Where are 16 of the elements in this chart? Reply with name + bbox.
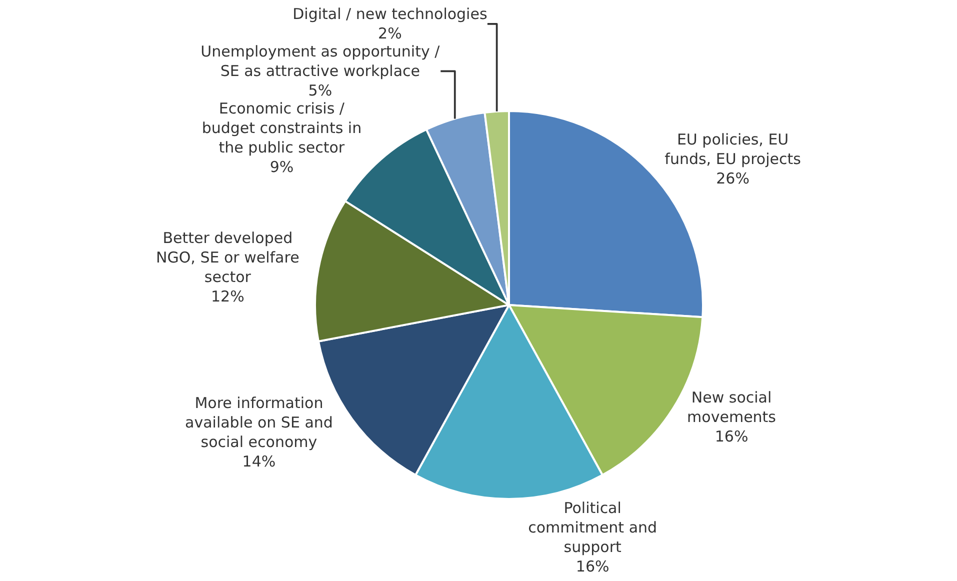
slice-label: New social movements (687, 388, 776, 426)
data-label: 12% (211, 288, 244, 306)
slice-label: More information available on SE and social economy (185, 394, 333, 451)
data-label: 16% (576, 558, 610, 576)
slice-label: Better developed NGO, SE or welfare sector (156, 229, 300, 286)
data-label: 9% (270, 158, 294, 176)
data-label: 2% (378, 24, 402, 43)
slice-label: Unemployment as opportunity / SE as attractive workplace (200, 42, 441, 80)
data-label: 14% (242, 452, 276, 470)
data-label: 26% (716, 169, 750, 188)
data-label: 5% (308, 82, 332, 100)
data-label: 16% (714, 428, 748, 446)
slice-label: Political commitment and support (528, 499, 658, 556)
slice-label: EU policies, EU funds, EU projects (664, 130, 802, 168)
slice-label: Digital / new technologies (292, 5, 488, 24)
slice-label: Economic crisis / budget constraints in the public sector (202, 100, 362, 157)
